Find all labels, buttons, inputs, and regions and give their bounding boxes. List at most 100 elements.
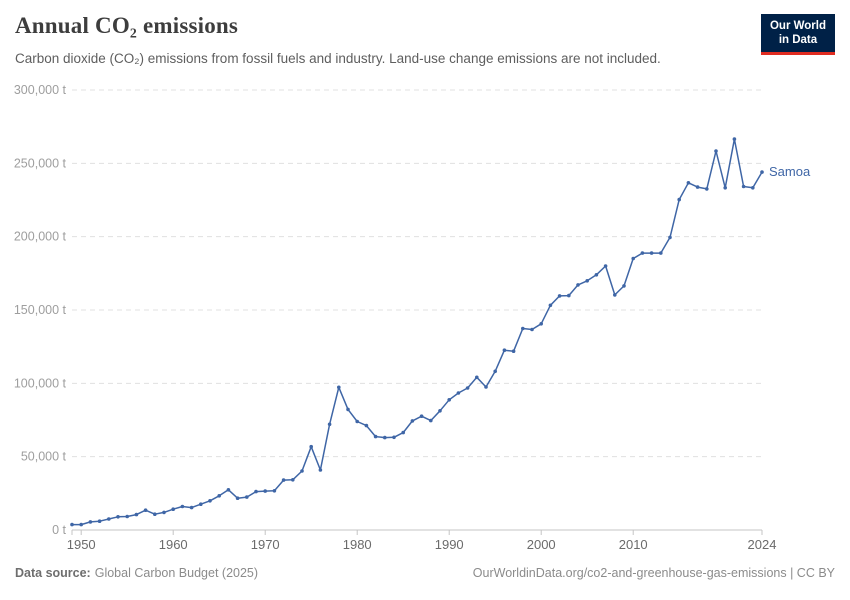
data-point[interactable] [530,327,534,332]
data-point[interactable] [125,514,129,519]
data-point[interactable] [355,419,360,424]
data-point[interactable] [373,434,378,439]
data-point[interactable] [116,515,120,519]
samoa-line-series[interactable] [71,138,763,526]
data-point[interactable] [199,502,203,507]
data-point[interactable] [226,488,231,492]
x-axis-label: 2000 [527,537,556,552]
y-axis-label: 0 t [52,523,66,537]
data-point[interactable] [447,398,452,402]
data-point[interactable] [521,326,525,331]
data-point[interactable] [502,348,507,353]
data-point[interactable] [383,435,387,440]
data-point[interactable] [686,181,691,185]
data-point[interactable] [217,494,221,498]
data-point[interactable] [171,507,175,512]
data-point[interactable] [70,522,74,527]
data-point[interactable] [640,251,645,255]
data-point[interactable] [649,251,654,255]
x-axis-label: 2024 [748,537,777,552]
data-point[interactable] [153,512,157,516]
data-point[interactable] [760,170,764,174]
y-axis-label: 50,000 t [21,450,67,464]
data-point[interactable] [337,385,341,390]
data-point[interactable] [263,489,268,493]
data-point[interactable] [668,235,672,240]
chart-subtitle: Carbon dioxide (CO₂) emissions from foss… [15,51,661,66]
logo-line-2: in Data [778,34,818,47]
data-point[interactable] [705,187,709,191]
data-point[interactable] [714,149,718,153]
data-point[interactable] [79,522,83,527]
data-point[interactable] [511,349,516,354]
license-link[interactable]: OurWorldinData.org/co2-and-greenhouse-ga… [472,566,835,580]
data-point[interactable] [281,478,286,482]
x-axis-label: 1950 [67,537,96,552]
data-point[interactable] [677,197,681,202]
y-axis-label: 100,000 t [14,376,67,390]
data-point[interactable] [97,519,102,523]
data-point[interactable] [419,414,424,419]
data-point[interactable] [300,469,304,473]
data-point[interactable] [189,505,194,510]
data-point[interactable] [438,409,442,413]
data-point[interactable] [392,435,396,440]
data-point[interactable] [107,517,111,521]
data-point[interactable] [475,375,479,380]
data-point[interactable] [134,512,139,517]
data-point[interactable] [272,489,277,493]
data-point[interactable] [245,495,249,499]
data-point[interactable] [613,293,617,297]
logo-line-1: Our World [769,20,826,32]
owid-logo[interactable]: Our World in Data [760,14,835,55]
data-point[interactable] [695,185,700,189]
series-label-samoa[interactable]: Samoa [769,164,811,179]
data-point[interactable] [548,303,553,308]
data-point[interactable] [88,520,93,524]
data-point[interactable] [309,444,314,449]
data-point[interactable] [429,418,433,423]
data-point[interactable] [143,508,148,512]
data-point[interactable] [539,322,543,326]
data-point[interactable] [557,294,562,298]
data-point[interactable] [567,293,571,298]
data-point[interactable] [732,137,737,141]
x-axis-label: 2010 [619,537,648,552]
x-axis-label: 1960 [159,537,188,552]
x-axis-label: 1990 [435,537,464,552]
data-point[interactable] [465,386,470,390]
data-point[interactable] [180,504,185,509]
data-point[interactable] [291,478,295,482]
data-point[interactable] [401,430,406,435]
data-point[interactable] [484,385,488,389]
data-point[interactable] [723,186,727,190]
data-point[interactable] [254,489,258,494]
data-source-label: Data source: [15,566,91,580]
data-source-value: Global Carbon Budget (2025) [94,566,259,580]
x-axis-label: 1980 [343,537,372,552]
data-point[interactable] [346,407,350,412]
data-point[interactable] [594,273,599,277]
data-point[interactable] [318,468,323,472]
data-point[interactable] [659,251,663,255]
data-point[interactable] [622,284,626,288]
data-point[interactable] [327,422,332,427]
data-point[interactable] [741,184,746,189]
data-point[interactable] [603,264,608,268]
chart-footer: Data source: Global Carbon Budget (2025) … [15,566,835,580]
data-point[interactable] [364,423,369,428]
data-point[interactable] [162,510,166,515]
data-point[interactable] [235,496,240,501]
data-point[interactable] [576,283,580,287]
data-point[interactable] [410,419,415,423]
y-axis-label: 200,000 t [14,230,67,244]
data-point[interactable] [585,279,589,283]
data-point[interactable] [631,256,635,261]
data-point[interactable] [493,369,498,374]
data-point[interactable] [208,499,212,503]
data-source: Data source: Global Carbon Budget (2025) [15,566,258,580]
data-point[interactable] [456,391,461,395]
data-point[interactable] [751,186,755,190]
